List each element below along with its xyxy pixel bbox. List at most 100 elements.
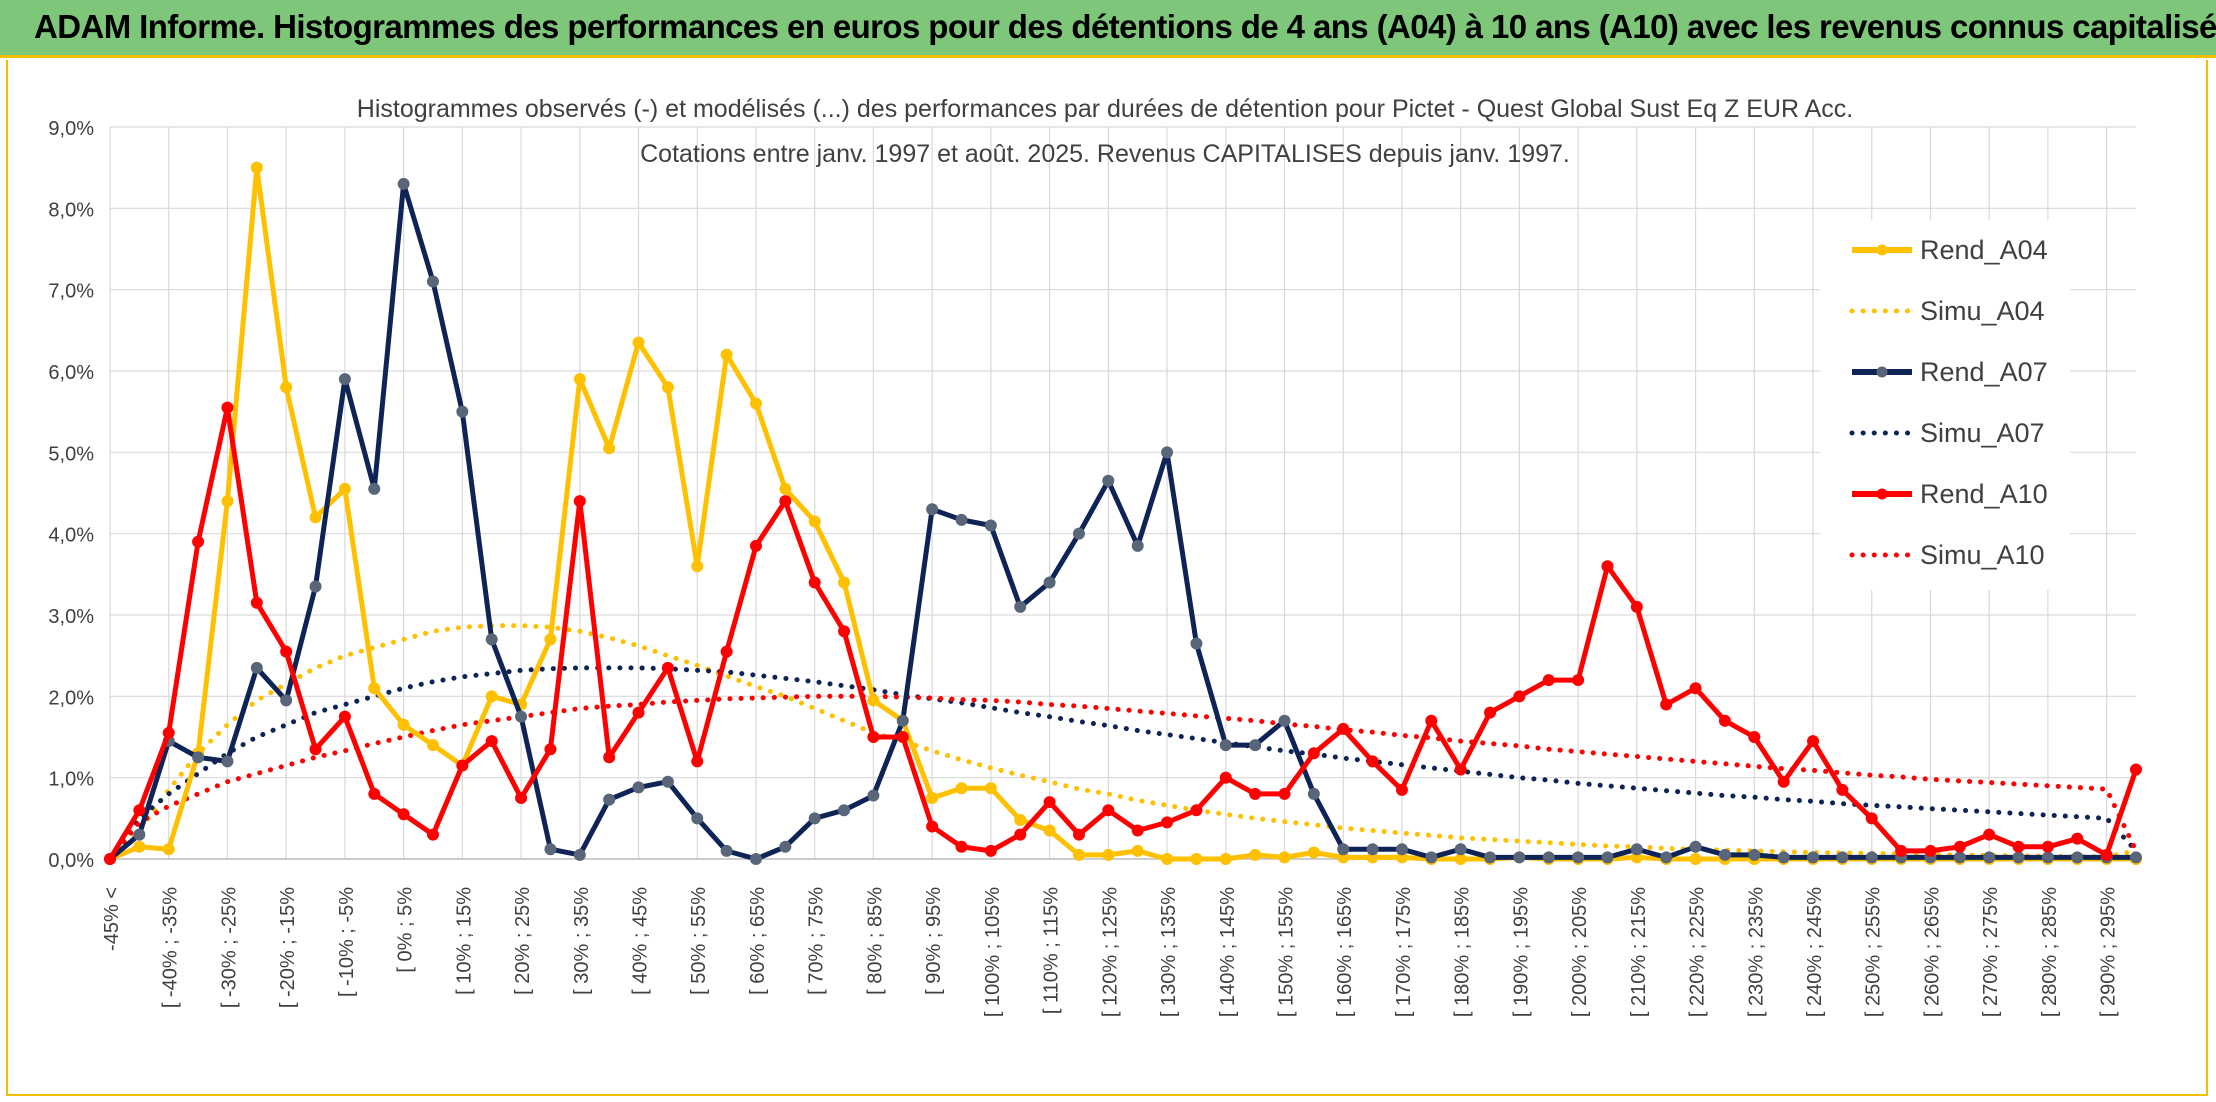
data-point-rend-a04 xyxy=(955,782,968,795)
data-point-rend-a10 xyxy=(1865,812,1878,825)
x-tick-label: [ 80% ; 85% xyxy=(864,887,886,995)
x-tick-label: [ -40% ; -35% xyxy=(160,887,182,1008)
data-point-rend-a07 xyxy=(1513,851,1526,864)
data-point-rend-a07 xyxy=(1219,739,1232,752)
data-point-rend-a10 xyxy=(456,759,469,772)
data-point-rend-a04 xyxy=(338,482,351,495)
y-tick-label: 7,0% xyxy=(48,281,94,303)
data-point-rend-a04 xyxy=(1072,848,1085,861)
data-point-rend-a07 xyxy=(250,661,263,674)
data-point-rend-a10 xyxy=(1366,755,1379,768)
legend-label: Simu_A04 xyxy=(1920,296,2045,326)
data-point-rend-a10 xyxy=(1043,796,1056,809)
data-point-rend-a10 xyxy=(1718,714,1731,727)
data-point-rend-a07 xyxy=(603,793,616,806)
data-point-rend-a07 xyxy=(2012,851,2025,864)
data-point-rend-a07 xyxy=(1454,843,1467,856)
data-point-rend-a10 xyxy=(779,495,792,508)
x-tick-label: [ 250% ; 255% xyxy=(1863,887,1885,1017)
x-tick-label: [ 140% ; 145% xyxy=(1217,887,1239,1017)
x-tick-label: [ 0% ; 5% xyxy=(395,887,417,973)
data-point-rend-a10 xyxy=(1395,783,1408,796)
data-point-rend-a04 xyxy=(720,348,733,361)
chart-subtitle: Cotations entre janv. 1997 et août. 2025… xyxy=(640,140,1570,168)
data-point-rend-a04 xyxy=(838,576,851,589)
data-point-rend-a10 xyxy=(397,808,410,821)
report-title: ADAM Informe. Histogrammes des performan… xyxy=(34,8,2216,45)
data-point-rend-a04 xyxy=(309,511,322,524)
data-point-rend-a10 xyxy=(955,840,968,853)
report-banner: ADAM Informe. Histogrammes des performan… xyxy=(0,0,2216,58)
x-tick-label: [ 100% ; 105% xyxy=(982,887,1004,1017)
data-point-rend-a04 xyxy=(573,373,586,386)
chart-series xyxy=(104,161,2142,865)
data-point-rend-a07 xyxy=(1542,851,1555,864)
data-point-rend-a04 xyxy=(1102,848,1115,861)
data-point-rend-a07 xyxy=(1278,714,1291,727)
x-tick-label: [ 40% ; 45% xyxy=(630,887,652,995)
data-point-rend-a10 xyxy=(338,710,351,723)
data-point-rend-a10 xyxy=(1983,828,1996,841)
data-point-rend-a04 xyxy=(221,495,234,508)
data-point-rend-a07 xyxy=(1484,851,1497,864)
data-point-rend-a10 xyxy=(250,596,263,609)
y-tick-label: 4,0% xyxy=(48,525,94,547)
data-point-rend-a10 xyxy=(2012,840,2025,853)
x-tick-label: [ 230% ; 235% xyxy=(1745,887,1767,1017)
chart-title: Histogrammes observés (-) et modélisés (… xyxy=(357,95,1853,123)
data-point-rend-a10 xyxy=(1131,824,1144,837)
data-point-rend-a10 xyxy=(309,743,322,756)
data-point-rend-a07 xyxy=(1865,851,1878,864)
legend-marker xyxy=(1876,366,1888,378)
x-tick-label: [ 110% ; 115% xyxy=(1041,887,1063,1014)
data-point-rend-a04 xyxy=(661,381,674,394)
data-point-rend-a10 xyxy=(1484,706,1497,719)
data-point-rend-a07 xyxy=(1718,848,1731,861)
data-point-rend-a10 xyxy=(1660,698,1673,711)
x-tick-label: [ 20% ; 25% xyxy=(512,887,534,995)
data-point-rend-a04 xyxy=(426,739,439,752)
data-point-rend-a07 xyxy=(632,781,645,794)
data-point-rend-a10 xyxy=(1219,771,1232,784)
data-point-rend-a04 xyxy=(1278,851,1291,864)
data-point-rend-a10 xyxy=(426,828,439,841)
x-tick-label: [ 220% ; 225% xyxy=(1687,887,1709,1017)
data-point-rend-a10 xyxy=(1953,840,1966,853)
data-point-rend-a07 xyxy=(749,853,762,865)
data-point-rend-a10 xyxy=(221,401,234,414)
data-point-rend-a10 xyxy=(1190,804,1203,817)
data-point-rend-a04 xyxy=(397,718,410,731)
data-point-rend-a10 xyxy=(1249,787,1262,800)
data-point-rend-a10 xyxy=(1425,714,1438,727)
series-line-simu-a04 xyxy=(107,623,2139,862)
data-point-rend-a10 xyxy=(749,539,762,552)
data-point-rend-a07 xyxy=(1395,843,1408,856)
data-point-rend-a10 xyxy=(280,645,293,658)
data-point-rend-a10 xyxy=(1748,731,1761,743)
data-point-rend-a10 xyxy=(162,726,175,739)
data-point-rend-a07 xyxy=(1748,848,1761,861)
data-point-rend-a04 xyxy=(250,161,263,174)
y-tick-label: 8,0% xyxy=(48,199,94,221)
data-point-rend-a04 xyxy=(926,792,939,804)
data-point-rend-a04 xyxy=(779,482,792,495)
data-point-rend-a10 xyxy=(133,804,146,817)
data-point-rend-a07 xyxy=(1337,843,1350,856)
data-point-rend-a10 xyxy=(1777,775,1790,788)
data-point-rend-a07 xyxy=(192,751,205,764)
y-tick-label: 2,0% xyxy=(48,687,94,709)
data-point-rend-a10 xyxy=(1454,763,1467,776)
data-point-rend-a04 xyxy=(133,840,146,853)
y-axis: 0,0% 1,0% 2,0% 3,0% 4,0% 5,0% 6,0% 7,0% 8,0% 9,0% xyxy=(48,118,94,872)
x-tick-label: [ 90% ; 95% xyxy=(923,887,945,995)
data-point-rend-a04 xyxy=(749,397,762,410)
data-point-rend-a07 xyxy=(1689,840,1702,853)
x-tick-label: [ 120% ; 125% xyxy=(1099,887,1121,1017)
data-point-rend-a10 xyxy=(1924,844,1937,857)
x-tick-label: [ 170% ; 175% xyxy=(1393,887,1415,1017)
data-point-rend-a07 xyxy=(1366,843,1379,856)
legend-label: Rend_A04 xyxy=(1920,235,2048,265)
x-tick-label: [ 270% ; 275% xyxy=(1980,887,2002,1017)
data-point-rend-a07 xyxy=(426,275,439,288)
data-point-rend-a10 xyxy=(1895,844,1908,857)
